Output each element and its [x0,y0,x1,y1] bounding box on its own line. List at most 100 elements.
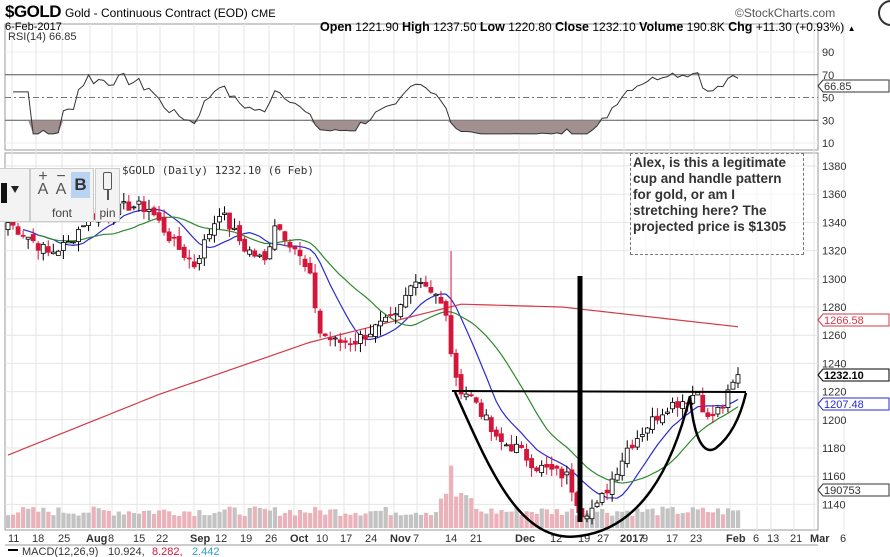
candle-body [252,250,258,257]
candle-body [624,447,630,464]
pin-button[interactable]: pin [95,168,120,222]
volume-bar [51,515,56,528]
candle-body [247,249,253,255]
rsi-label: RSI(14) 66.85 [8,31,76,43]
volume-bar [26,508,31,528]
volume-bar [660,506,665,528]
candle-body [539,464,545,474]
volume-bar [625,510,630,528]
ma-fast-tag-box [817,397,890,411]
volume-bar [36,511,41,528]
volume-bar [640,511,645,528]
rsi-tick-label: 30 [822,115,834,127]
x-tick-label: 14 [445,533,457,545]
y-tick-label: 1220 [822,387,846,399]
volume-bar [187,511,192,528]
candle-body [363,334,368,340]
candle-body [10,221,16,226]
close-label: Close [554,20,590,34]
font-decrease-button[interactable]: − A [53,169,69,198]
volume-bar [121,514,126,528]
y-tick-label: 1260 [822,330,846,342]
candle-body [40,243,46,254]
candle-body [650,416,655,431]
candle-body [81,225,86,228]
volume-bar [232,507,237,528]
volume-bar [131,513,137,528]
x-tick-label: Nov [390,533,412,545]
volume-bar [363,513,368,528]
candle-body [478,402,484,417]
candle-body [584,515,590,520]
candle-body [347,343,353,346]
volume-bar [146,510,152,528]
candle-body [675,401,680,408]
candle-body [418,282,424,284]
candle-body [358,334,363,344]
candle-body [25,236,31,240]
font-increase-button[interactable]: + A [35,169,51,198]
x-tick-label: Mar [810,533,830,545]
volume-bar [217,511,222,528]
color-picker[interactable] [0,168,30,222]
candle-body [403,294,409,308]
candle-body [312,272,318,309]
candle-body [373,324,378,337]
x-tick-label: 6 [840,533,846,545]
volume-bar [680,513,685,528]
pin-label: pin [99,206,116,220]
candle-body [5,222,11,230]
volume-bar [91,506,96,528]
volume-bar [333,509,338,528]
annotation-textbox[interactable]: Alex, is this a legitimate cup and handl… [630,153,804,255]
volume-bar [600,509,605,528]
volume-bar [725,508,731,528]
volume-bar [86,512,91,528]
volume-bar [433,512,439,528]
volume-bar [393,512,398,528]
volume-bar [730,510,736,528]
volume-bar [282,513,288,528]
price-label: $GOLD (Daily) 1232.10 (6 Feb) [122,164,314,177]
bold-button[interactable]: B [71,172,90,198]
candle-body [473,397,479,403]
volume-bar [343,513,348,528]
x-tick-label: Feb [726,533,746,545]
candle-body [443,301,449,316]
y-tick-label: 1320 [822,246,846,258]
volume-bar [6,515,11,528]
volume-bar [504,511,509,528]
candle-body [222,212,227,215]
volume-bar [549,514,554,528]
font-toolbar: + A − A B font [30,168,94,222]
candle-body [655,415,660,421]
candle-body [322,333,328,337]
y-tick-label: 1180 [822,443,846,455]
candle-body [136,200,142,205]
volume-bar [705,512,710,528]
ma-fast-tag: 1207.48 [824,399,864,411]
candle-body [15,226,21,235]
volume-bar [272,507,278,528]
volume-bar [81,512,86,528]
volume-bar [595,511,600,528]
x-tick-label: Dec [515,533,535,545]
volume-bar [564,511,570,528]
volume-bar [383,506,388,528]
volume-bar [252,506,257,528]
candle-body [186,257,192,260]
volume-bar [438,498,444,528]
candle-body [488,417,494,433]
x-tick-label: 19 [240,533,252,545]
candle-body [428,287,434,293]
volume-bar [96,508,101,528]
rsi-oversold-fill [13,120,738,134]
volume-bar [514,507,519,528]
volume-bar [207,515,212,528]
candle-body [277,224,283,230]
volume-bar [61,512,66,528]
candle-body [695,392,701,396]
volume-bar [413,512,418,528]
candle-body [20,234,26,237]
